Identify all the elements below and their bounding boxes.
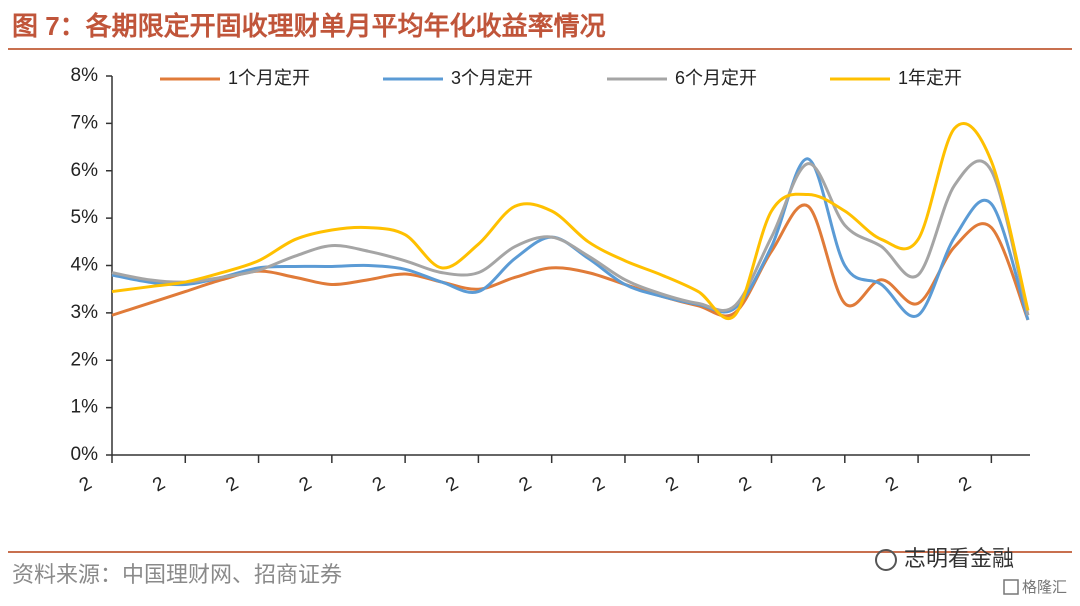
- x-tick-label: 2: [222, 473, 242, 496]
- chart-title: 图 7：各期限定开固收理财单月平均年化收益率情况: [12, 11, 606, 41]
- x-tick-label: 2: [76, 473, 96, 496]
- y-tick-label: 6%: [71, 160, 99, 181]
- series-line: [111, 159, 1030, 316]
- watermark: 志明看金融: [904, 546, 1014, 571]
- legend-label: 1个月定开: [228, 68, 310, 88]
- watermark-logo: [1003, 579, 1019, 595]
- y-tick-label: 4%: [71, 255, 99, 276]
- x-tick-label: 2: [809, 473, 829, 496]
- x-tick-label: 2: [296, 473, 316, 496]
- x-tick-label: 2: [442, 473, 462, 496]
- x-tick-label: 2: [955, 473, 975, 496]
- x-tick-label: 2: [882, 473, 902, 496]
- y-tick-label: 1%: [71, 397, 99, 418]
- legend-label: 3个月定开: [451, 68, 533, 88]
- y-tick-label: 0%: [71, 444, 99, 465]
- x-tick-label: 2: [735, 473, 755, 496]
- y-tick-label: 5%: [71, 207, 99, 228]
- watermark-icon: [875, 549, 897, 571]
- series-line: [111, 157, 1030, 321]
- source: 资料来源：中国理财网、招商证券: [12, 562, 342, 587]
- y-tick-label: 2%: [71, 349, 99, 370]
- y-tick-label: 7%: [71, 112, 99, 133]
- x-tick-label: 2: [662, 473, 682, 496]
- x-tick-label: 2: [369, 473, 389, 496]
- series-line: [111, 122, 1030, 320]
- legend-label: 1年定开: [898, 68, 962, 88]
- y-tick-label: 3%: [71, 302, 99, 323]
- watermark-small: 格隆汇: [1022, 579, 1067, 596]
- x-tick-label: 2: [149, 473, 169, 496]
- y-tick-label: 8%: [71, 65, 99, 86]
- x-tick-label: 2: [516, 473, 536, 496]
- series-line: [111, 203, 1030, 321]
- legend-label: 6个月定开: [675, 68, 757, 88]
- x-tick-label: 2: [589, 473, 609, 496]
